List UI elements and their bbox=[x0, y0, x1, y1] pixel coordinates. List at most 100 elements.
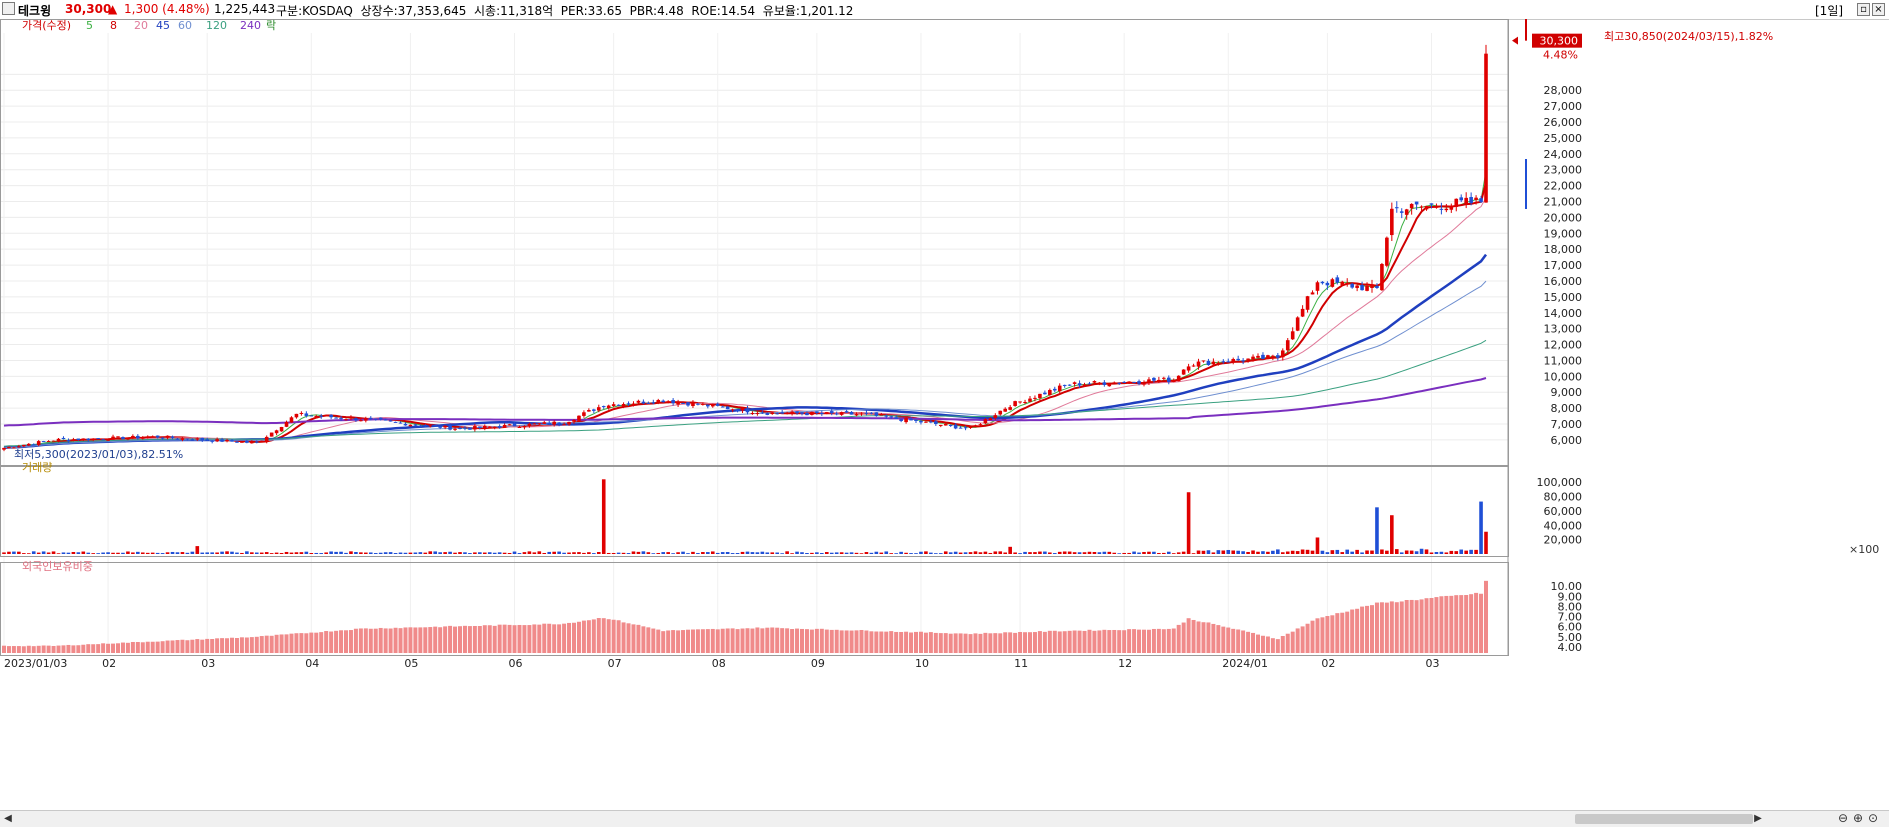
candle-body bbox=[344, 419, 348, 421]
stock-name[interactable]: 테크윙 bbox=[18, 4, 52, 18]
candle-body bbox=[552, 421, 556, 425]
candle-body bbox=[91, 438, 96, 440]
foreign-bar bbox=[304, 633, 309, 653]
stock-header-bar: 테크윙 30,300 ▲ 1,300 (4.48%) 1,225,443 구분:… bbox=[0, 0, 1889, 20]
foreign-bar bbox=[36, 645, 41, 653]
price-tick-label: 12,000 bbox=[1544, 339, 1583, 352]
foreign-bar bbox=[1439, 596, 1444, 653]
candle-body bbox=[1033, 397, 1037, 399]
candle-body bbox=[661, 400, 666, 403]
foreign-bar bbox=[750, 628, 755, 653]
zoom-in-icon[interactable]: ⊕ bbox=[1853, 811, 1864, 825]
volume-bar bbox=[1117, 553, 1122, 554]
foreign-bar bbox=[953, 633, 958, 653]
foreign-tick-label: 6.00 bbox=[1558, 621, 1583, 634]
foreign-bar bbox=[1474, 592, 1479, 653]
foreign-bar bbox=[428, 627, 433, 653]
legend-ma120: 120 bbox=[206, 19, 227, 32]
candle-body bbox=[676, 402, 680, 405]
scroll-thumb[interactable] bbox=[1575, 814, 1753, 824]
candle-body bbox=[1280, 350, 1285, 358]
candle-body bbox=[790, 411, 794, 414]
volume-bar bbox=[7, 551, 11, 554]
close-icon[interactable]: × bbox=[1872, 3, 1885, 16]
foreign-bar bbox=[517, 624, 522, 653]
period-selector[interactable]: [1일] bbox=[1815, 4, 1844, 18]
candle-body bbox=[215, 439, 219, 442]
volume-bar bbox=[1350, 551, 1354, 554]
foreign-tick-label: 9.00 bbox=[1558, 590, 1583, 603]
foreign-bar bbox=[983, 632, 988, 653]
candle-body bbox=[1003, 408, 1008, 412]
foreign-bar bbox=[210, 639, 215, 653]
maximize-icon[interactable]: ▫ bbox=[1857, 3, 1870, 16]
candle-body bbox=[269, 432, 274, 437]
volume-bar bbox=[621, 552, 626, 554]
candle-body bbox=[368, 417, 373, 419]
candle-body bbox=[859, 413, 864, 415]
window-menu-icon[interactable] bbox=[2, 2, 15, 15]
volume-bar bbox=[943, 551, 948, 554]
zoom-reset-icon[interactable]: ⊙ bbox=[1868, 811, 1879, 825]
foreign-bar bbox=[552, 624, 557, 653]
volume-bar bbox=[562, 552, 566, 554]
candle-body bbox=[250, 441, 254, 444]
foreign-bar bbox=[150, 641, 155, 653]
volume-bar bbox=[428, 551, 433, 554]
foreign-bar bbox=[1389, 601, 1394, 653]
volume-bar bbox=[953, 551, 958, 554]
volume-bar bbox=[145, 552, 150, 554]
candle-body bbox=[760, 412, 765, 414]
foreign-bar bbox=[646, 627, 651, 653]
volume-bar bbox=[1147, 551, 1151, 554]
legend-ma20: 20 bbox=[134, 19, 148, 32]
volume-bar bbox=[116, 552, 120, 554]
candle-body bbox=[448, 425, 452, 430]
candle-body bbox=[730, 409, 735, 411]
volume-bar bbox=[646, 552, 651, 554]
volume-bar bbox=[319, 553, 324, 554]
scroll-left-icon[interactable]: ◀ bbox=[4, 813, 12, 824]
volume-bar bbox=[26, 553, 31, 554]
foreign-bar bbox=[775, 627, 780, 653]
foreign-bar bbox=[735, 629, 740, 653]
volume-bar bbox=[993, 551, 998, 554]
candle-body bbox=[2, 447, 6, 450]
volume-bar bbox=[988, 552, 993, 554]
volume-bar bbox=[453, 552, 457, 554]
candle-body bbox=[1365, 285, 1369, 291]
horizontal-scrollbar[interactable]: ◀ ▶ ⊖ ⊕ ⊙ bbox=[0, 810, 1889, 827]
candle-body bbox=[978, 424, 983, 426]
volume-tick-label: 60,000 bbox=[1544, 505, 1583, 518]
foreign-bar bbox=[978, 633, 983, 653]
volume-bar bbox=[1474, 549, 1478, 554]
volume-bar bbox=[651, 553, 656, 554]
candle-body bbox=[1231, 359, 1236, 362]
volume-bar bbox=[1082, 552, 1087, 554]
volume-bar bbox=[780, 553, 784, 554]
candle-body bbox=[1112, 382, 1117, 384]
volume-bar bbox=[487, 552, 492, 554]
volume-bar bbox=[567, 552, 571, 554]
foreign-bar bbox=[125, 642, 130, 653]
volume-bar bbox=[1241, 551, 1245, 554]
volume-bar bbox=[1266, 551, 1270, 554]
volume-bar bbox=[1261, 551, 1265, 554]
volume-bar bbox=[527, 551, 532, 554]
zoom-out-icon[interactable]: ⊖ bbox=[1838, 811, 1849, 825]
volume-bar bbox=[111, 552, 115, 554]
candle-body bbox=[46, 441, 51, 443]
zoom-slider[interactable] bbox=[1766, 811, 1830, 825]
volume-bar bbox=[948, 552, 953, 554]
volume-bar bbox=[41, 551, 46, 554]
foreign-bar bbox=[1067, 630, 1072, 653]
stock-chart[interactable]: 6,000 7,000 8,000 9,000 10,000 11,000 12,000 13… bbox=[0, 19, 1889, 810]
candle-body bbox=[1043, 392, 1047, 395]
candle-body bbox=[1345, 283, 1350, 285]
foreign-bar bbox=[160, 641, 165, 653]
foreign-bar bbox=[730, 628, 735, 653]
scroll-right-icon[interactable]: ▶ bbox=[1754, 813, 1762, 824]
volume-bar bbox=[364, 552, 368, 554]
foreign-bar bbox=[557, 624, 562, 653]
volume-bar bbox=[1162, 552, 1166, 554]
